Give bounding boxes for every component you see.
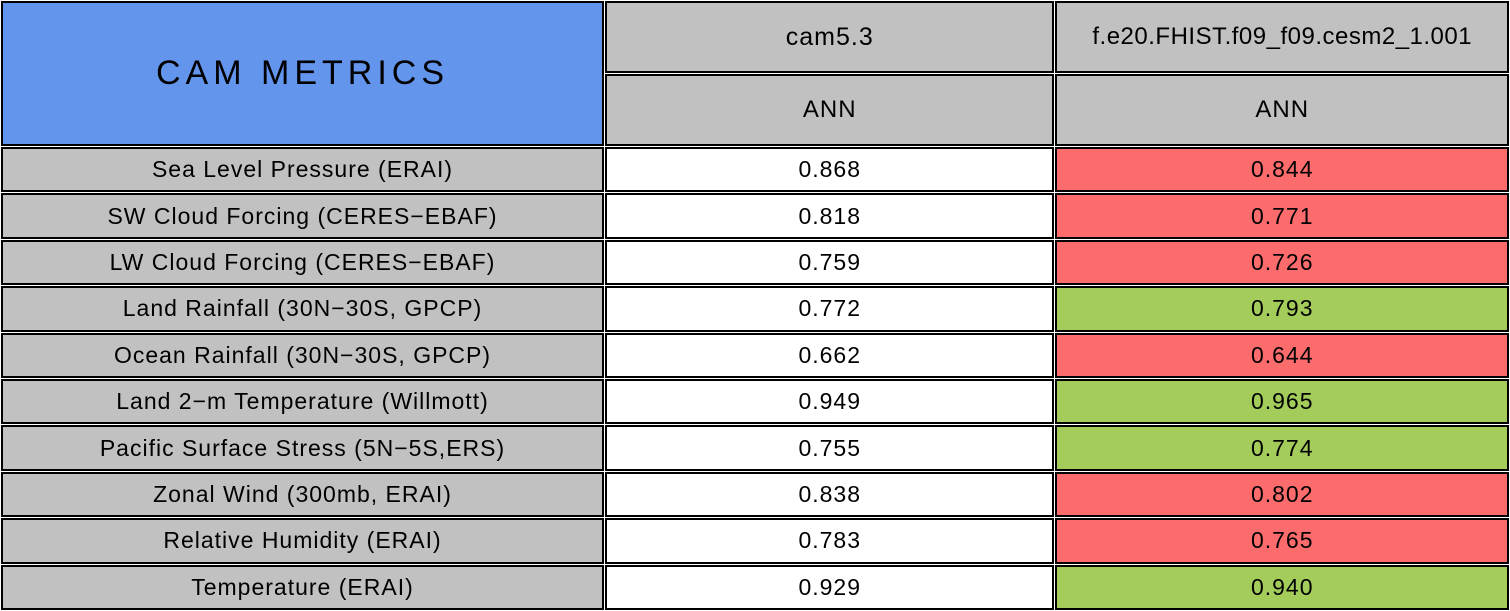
cesm2-value-cell: 0.644 bbox=[1055, 332, 1509, 378]
metric-row: Ocean Rainfall (30N−30S, GPCP) 0.662 0.6… bbox=[1, 332, 1509, 378]
column-header-run-cesm2: f.e20.FHIST.f09_f09.cesm2_1.001 bbox=[1055, 1, 1509, 73]
metric-label-cell: SW Cloud Forcing (CERES−EBAF) bbox=[1, 193, 604, 239]
column-header-run-cam53: cam5.3 bbox=[605, 1, 1055, 73]
metric-label-cell: Ocean Rainfall (30N−30S, GPCP) bbox=[1, 332, 604, 378]
cesm2-value-cell: 0.940 bbox=[1055, 564, 1509, 610]
metric-row: Land Rainfall (30N−30S, GPCP) 0.772 0.79… bbox=[1, 286, 1509, 332]
cesm2-value-cell: 0.793 bbox=[1055, 286, 1509, 332]
cam53-value-cell: 0.759 bbox=[605, 239, 1055, 286]
metric-label-cell: Land 2−m Temperature (Willmott) bbox=[1, 378, 604, 425]
cesm2-value-cell: 0.771 bbox=[1055, 193, 1509, 239]
metric-label-cell: Temperature (ERAI) bbox=[1, 564, 604, 610]
cesm2-value-cell: 0.965 bbox=[1055, 378, 1509, 425]
header-row-seasons: ANN ANN bbox=[1, 74, 1509, 146]
metric-row: Relative Humidity (ERAI) 0.783 0.765 bbox=[1, 518, 1509, 564]
metric-label-cell: Land Rainfall (30N−30S, GPCP) bbox=[1, 286, 604, 332]
cesm2-value-cell: 0.726 bbox=[1055, 239, 1509, 286]
cesm2-value-cell: 0.802 bbox=[1055, 471, 1509, 518]
metric-row: Zonal Wind (300mb, ERAI) 0.838 0.802 bbox=[1, 471, 1509, 518]
cam53-value-cell: 0.783 bbox=[605, 518, 1055, 564]
metric-label-cell: Sea Level Pressure (ERAI) bbox=[1, 147, 604, 193]
table-title-cell: CAM METRICS bbox=[1, 1, 604, 146]
metric-row: SW Cloud Forcing (CERES−EBAF) 0.818 0.77… bbox=[1, 193, 1509, 239]
metric-row: Land 2−m Temperature (Willmott) 0.949 0.… bbox=[1, 378, 1509, 425]
metric-label-cell: Pacific Surface Stress (5N−5S,ERS) bbox=[1, 425, 604, 471]
metric-label-cell: LW Cloud Forcing (CERES−EBAF) bbox=[1, 239, 604, 286]
metric-row: Temperature (ERAI) 0.929 0.940 bbox=[1, 564, 1509, 610]
metric-row: Pacific Surface Stress (5N−5S,ERS) 0.755… bbox=[1, 425, 1509, 471]
cam53-value-cell: 0.755 bbox=[605, 425, 1055, 471]
cam53-value-cell: 0.662 bbox=[605, 332, 1055, 378]
metric-row: LW Cloud Forcing (CERES−EBAF) 0.759 0.72… bbox=[1, 239, 1509, 286]
metric-label-cell: Relative Humidity (ERAI) bbox=[1, 518, 604, 564]
cam53-value-cell: 0.929 bbox=[605, 564, 1055, 610]
cam53-value-cell: 0.838 bbox=[605, 471, 1055, 518]
header-row-runs: CAM METRICS cam5.3 f.e20.FHIST.f09_f09.c… bbox=[1, 1, 1509, 146]
table-header: CAM METRICS cam5.3 f.e20.FHIST.f09_f09.c… bbox=[1, 1, 1509, 146]
cesm2-value-cell: 0.765 bbox=[1055, 518, 1509, 564]
cam53-value-cell: 0.949 bbox=[605, 378, 1055, 425]
season-header-cam53: ANN bbox=[605, 74, 1055, 146]
cam53-value-cell: 0.868 bbox=[605, 147, 1055, 193]
cesm2-value-cell: 0.774 bbox=[1055, 425, 1509, 471]
season-header-cesm2: ANN bbox=[1055, 74, 1509, 146]
table-body: Sea Level Pressure (ERAI) 0.868 0.844 SW… bbox=[1, 147, 1509, 610]
cesm2-value-cell: 0.844 bbox=[1055, 147, 1509, 193]
cam53-value-cell: 0.772 bbox=[605, 286, 1055, 332]
cam53-value-cell: 0.818 bbox=[605, 193, 1055, 239]
metric-label-cell: Zonal Wind (300mb, ERAI) bbox=[1, 471, 604, 518]
metric-row: Sea Level Pressure (ERAI) 0.868 0.844 bbox=[1, 147, 1509, 193]
